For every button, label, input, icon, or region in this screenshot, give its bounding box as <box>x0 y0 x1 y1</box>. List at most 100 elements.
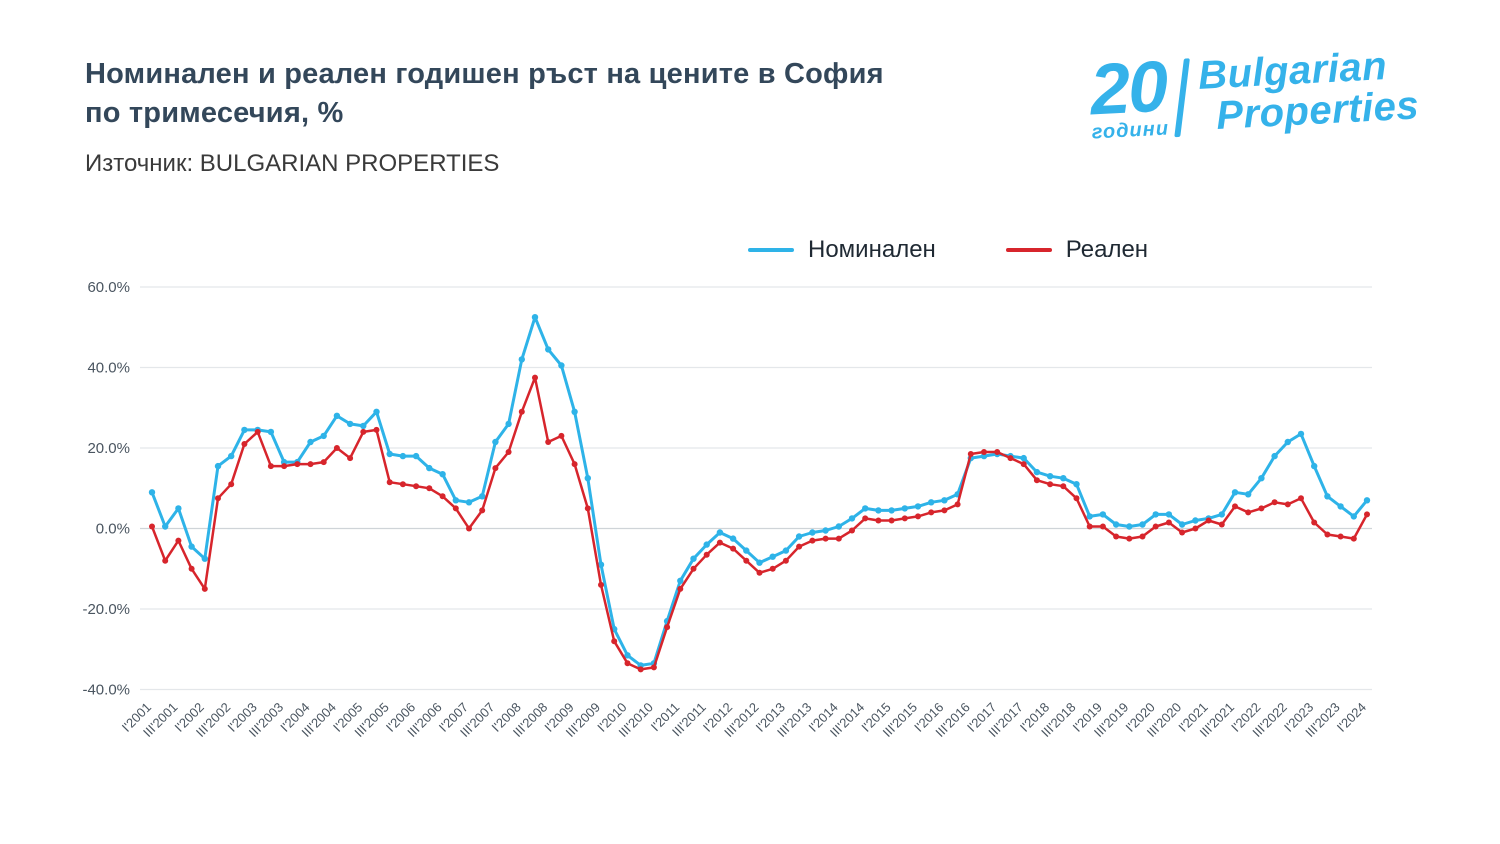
real-point <box>1020 461 1027 468</box>
nominal-point <box>1350 513 1358 520</box>
nominal-point <box>769 553 776 560</box>
nominal-point <box>703 541 710 548</box>
real-point <box>201 585 208 592</box>
real-point <box>637 666 644 673</box>
real-point <box>1311 519 1318 526</box>
nominal-point <box>426 464 433 472</box>
nominal-point <box>690 555 697 562</box>
real-point <box>505 449 512 455</box>
nominal-point <box>1337 503 1344 510</box>
legend-item-nominal: Номинален <box>748 236 936 264</box>
real-point <box>149 523 155 530</box>
legend-label-nominal: Номинален <box>808 236 936 263</box>
real-point <box>1218 521 1225 528</box>
nominal-point <box>360 422 367 430</box>
real-point <box>782 557 789 564</box>
real-point <box>1258 505 1265 512</box>
real-point <box>809 537 816 544</box>
nominal-point <box>1192 517 1199 524</box>
real-point <box>967 451 974 457</box>
nominal-point <box>677 577 684 584</box>
nominal-point <box>545 346 552 353</box>
real-point <box>347 455 354 462</box>
real-point <box>1298 495 1304 502</box>
y-axis-tick-label: 60.0% <box>87 279 130 296</box>
nominal-point <box>1060 475 1067 482</box>
nominal-point <box>941 497 948 504</box>
nominal-point <box>888 507 895 514</box>
nominal-point <box>1258 475 1265 482</box>
real-point <box>333 445 340 451</box>
real-point <box>413 483 420 490</box>
y-axis-tick-label: -20.0% <box>82 601 130 618</box>
nominal-point <box>175 505 182 512</box>
nominal-point <box>1086 513 1093 520</box>
nominal-point <box>716 529 724 536</box>
real-point <box>1324 531 1331 538</box>
real-point <box>756 569 763 576</box>
nominal-point <box>901 505 908 512</box>
real-point <box>994 449 1001 455</box>
real-point <box>267 463 274 470</box>
real-point <box>360 428 367 435</box>
y-axis-tick-label: 20.0% <box>87 440 130 457</box>
real-point <box>928 509 935 516</box>
real-point <box>664 624 671 631</box>
source-label: Източник: BULGARIAN PROPERTIES <box>85 150 500 177</box>
nominal-point <box>571 408 578 415</box>
real-point <box>598 581 604 588</box>
nominal-point <box>1297 430 1305 438</box>
nominal-point <box>1033 468 1041 476</box>
y-axis-tick-label: 40.0% <box>87 360 130 377</box>
real-point <box>532 374 538 381</box>
real-point <box>954 501 961 508</box>
nominal-point <box>1231 489 1239 496</box>
real-point <box>1033 477 1040 484</box>
real-point <box>1337 533 1344 540</box>
real-point <box>479 507 486 514</box>
nominal-point <box>241 426 248 434</box>
real-point <box>215 495 221 502</box>
real-point <box>1060 483 1067 490</box>
real-point <box>1152 523 1159 530</box>
nominal-point <box>624 652 631 659</box>
real-point <box>1086 523 1093 530</box>
nominal-point <box>148 489 156 496</box>
nominal-point <box>756 559 763 566</box>
nominal-point <box>809 529 816 536</box>
real-point <box>1205 517 1212 524</box>
real-line-swatch <box>1005 248 1052 252</box>
nominal-point <box>1046 473 1054 480</box>
real-point <box>915 513 921 520</box>
real-point <box>1245 509 1252 516</box>
real-point <box>650 664 657 671</box>
page-title: Номинален и реален годишен ръст на ценит… <box>85 55 884 133</box>
legend-item-real: Реален <box>1005 236 1148 264</box>
real-point <box>796 543 803 550</box>
real-point <box>716 539 723 546</box>
real-point <box>162 557 169 564</box>
nominal-point <box>1112 521 1120 528</box>
real-point <box>1192 525 1199 532</box>
nominal-point <box>1271 452 1278 460</box>
real-point <box>399 481 406 488</box>
nominal-point <box>201 555 208 562</box>
y-axis-tick-label: 0.0% <box>96 521 130 538</box>
nominal-point <box>729 535 737 542</box>
real-point <box>849 527 855 534</box>
nominal-point <box>162 523 169 530</box>
nominal-point <box>373 408 380 415</box>
real-point <box>281 463 288 470</box>
real-point <box>228 481 235 488</box>
nominal-point <box>1152 511 1159 518</box>
real-point <box>862 515 869 522</box>
real-point <box>1179 529 1186 536</box>
real-point <box>241 441 248 447</box>
nominal-point <box>320 432 327 440</box>
nominal-point <box>1284 438 1292 446</box>
real-point <box>1350 535 1357 542</box>
nominal-point <box>848 515 856 522</box>
real-point <box>1007 455 1014 462</box>
real-point <box>677 585 684 592</box>
